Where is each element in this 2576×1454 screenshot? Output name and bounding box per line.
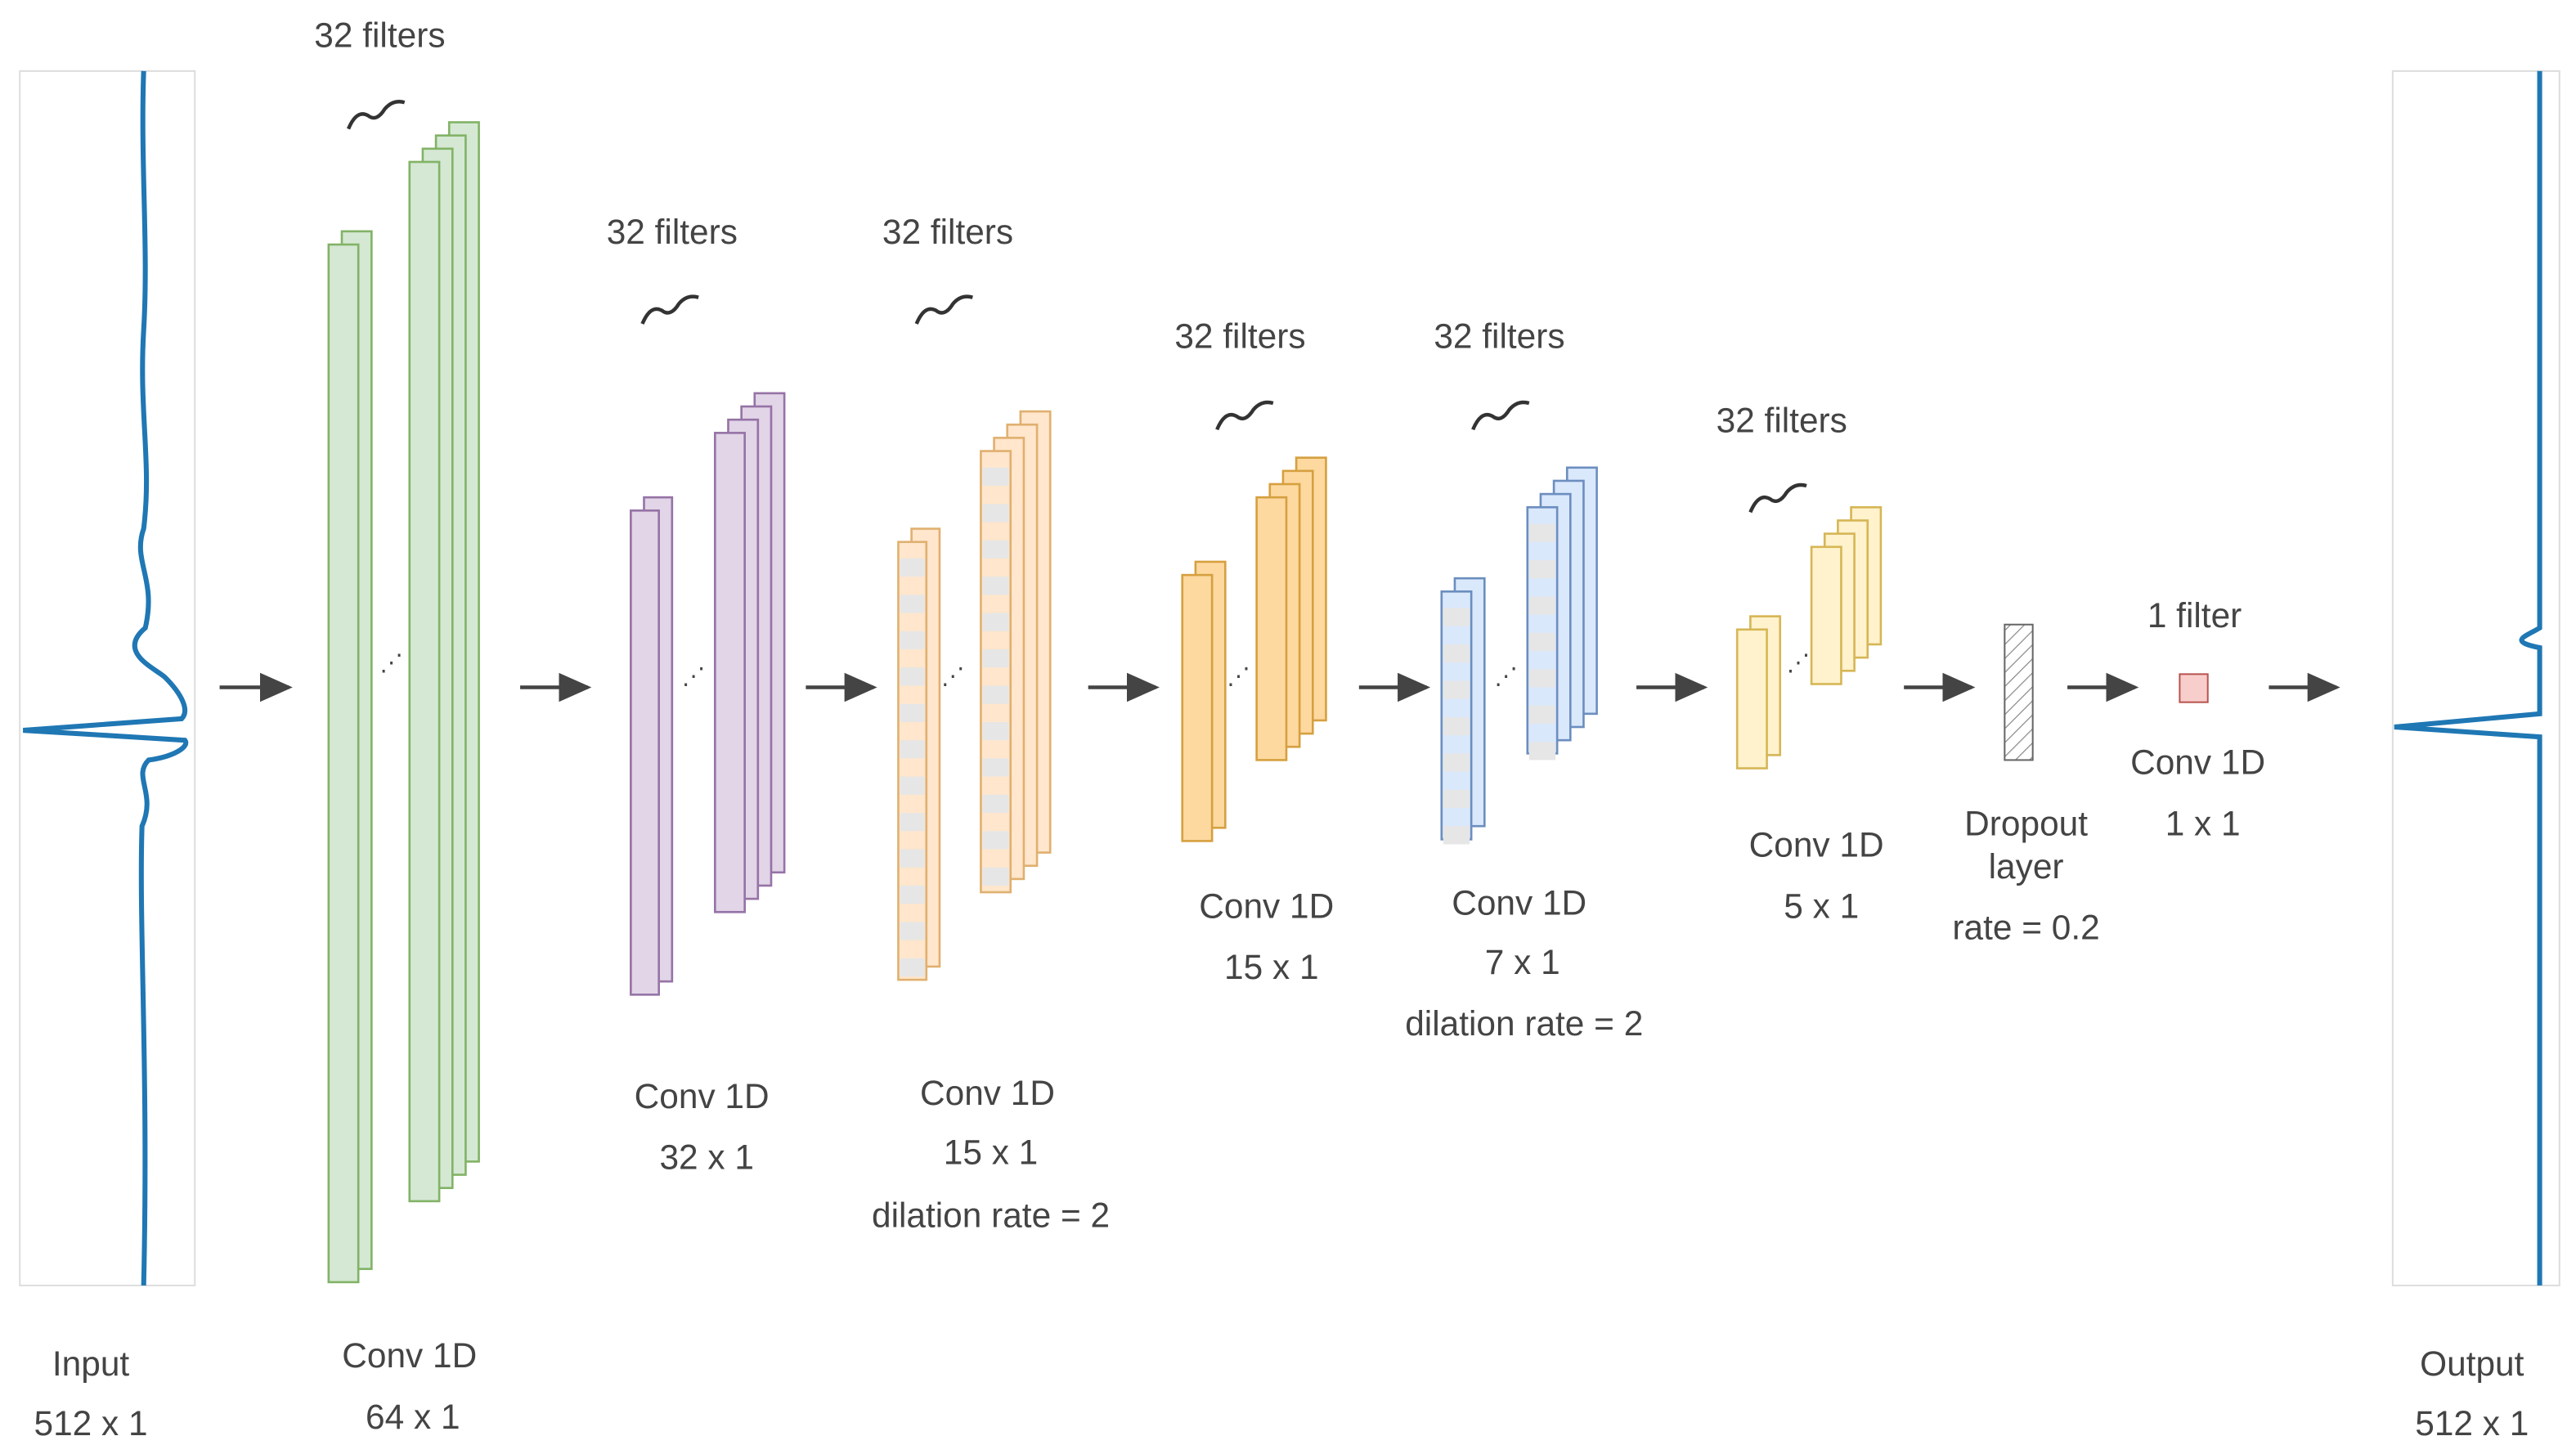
ellipsis: ⋰ (941, 662, 964, 689)
stripe (982, 540, 1009, 559)
feature-map (980, 450, 1012, 894)
brace (347, 100, 406, 130)
stripe (982, 613, 1009, 631)
brace (1215, 400, 1274, 431)
layer-name: Dropout (1964, 804, 2088, 842)
layer-size: 64 x 1 (366, 1398, 460, 1436)
stripe (1443, 789, 1470, 809)
brace (914, 294, 973, 325)
layer-size: 7 x 1 (1485, 943, 1560, 981)
stripe (1528, 705, 1556, 724)
output-size: 512 x 1 (2415, 1404, 2529, 1443)
stripe (982, 721, 1009, 741)
brace (640, 294, 699, 325)
layer-note: dilation rate = 2 (872, 1196, 1110, 1234)
layer-name: layer (1989, 847, 2064, 886)
output-label: Output (2420, 1344, 2524, 1383)
shapes: ⋰ ⋰ ⋰ ⋰ ⋰ ⋰ (19, 70, 2560, 1286)
filters-label: 32 filters (1717, 401, 1847, 439)
feature-map (1735, 628, 1768, 770)
brace (1471, 400, 1530, 431)
ellipsis: ⋰ (379, 649, 402, 675)
layer-name: Conv 1D (1749, 826, 1884, 864)
filters-label: 32 filters (882, 213, 1013, 251)
stripe (900, 776, 925, 795)
stripe (1443, 644, 1470, 663)
feature-map (1181, 573, 1214, 842)
filters-label: 32 filters (1434, 316, 1564, 355)
stripe (982, 794, 1009, 814)
stripe (982, 685, 1009, 704)
stripe (982, 758, 1009, 777)
stripe (1528, 742, 1556, 761)
ellipsis: ⋰ (1494, 662, 1517, 689)
stripe (1528, 559, 1556, 579)
ellipsis: ⋰ (1787, 649, 1810, 675)
input-label: Input (52, 1344, 130, 1383)
stripe (982, 467, 1009, 487)
input-size: 512 x 1 (34, 1404, 148, 1443)
layer-note: rate = 0.2 (1952, 909, 2099, 947)
layer-name: Conv 1D (1199, 886, 1334, 925)
stripe (900, 922, 925, 940)
output-frame (2391, 70, 2560, 1286)
layer-name: Conv 1D (342, 1336, 477, 1375)
conv-1x1 (2179, 673, 2209, 703)
filters-label: 1 filter (2147, 596, 2242, 635)
stripe (900, 558, 925, 577)
ellipsis: ⋰ (1227, 662, 1250, 689)
stripe (900, 958, 925, 977)
stripe (982, 831, 1009, 850)
filters-label: 32 filters (607, 213, 738, 251)
layer-size: 15 x 1 (1224, 948, 1318, 986)
stripe (900, 849, 925, 868)
stripe (1443, 716, 1470, 736)
stripe (900, 631, 925, 650)
stripe (982, 867, 1009, 886)
feature-map (327, 243, 360, 1284)
stripe (982, 504, 1009, 523)
stripe (1443, 680, 1470, 699)
stripe (900, 667, 925, 686)
feature-map (1810, 545, 1842, 685)
output-signal (2394, 70, 2542, 1286)
layer-name: Conv 1D (920, 1074, 1055, 1112)
filters-label: 32 filters (1174, 316, 1305, 355)
layer-name: Conv 1D (1452, 883, 1586, 922)
brace (1748, 482, 1807, 514)
ellipsis: ⋰ (682, 662, 705, 689)
feature-map (714, 432, 746, 913)
dropout (2004, 623, 2034, 761)
layer-size: 1 x 1 (2165, 804, 2241, 842)
stripe (982, 577, 1009, 595)
stripe (900, 885, 925, 904)
stripe (900, 595, 925, 613)
feature-map (1255, 496, 1288, 761)
stripe (900, 740, 925, 759)
layer-size: 32 x 1 (659, 1138, 753, 1177)
input-signal (23, 70, 189, 1286)
feature-map (408, 160, 441, 1203)
stripe (900, 703, 925, 722)
stripe (1528, 596, 1556, 615)
stripe (1443, 826, 1470, 845)
filters-label: 32 filters (314, 16, 445, 55)
stripe (1528, 669, 1556, 688)
feature-map (630, 509, 660, 996)
layer-size: 5 x 1 (1784, 886, 1859, 925)
stripe (900, 813, 925, 832)
input-frame (19, 70, 196, 1286)
stripe (982, 649, 1009, 668)
feature-map (897, 541, 928, 981)
stripe (1528, 632, 1556, 652)
layer-size: 15 x 1 (944, 1133, 1038, 1171)
layer-name: Conv 1D (635, 1077, 770, 1115)
stripe (1528, 523, 1556, 542)
layer-name: Conv 1D (2130, 743, 2265, 782)
stripe (1443, 753, 1470, 772)
stripe (1443, 608, 1470, 626)
layer-note: dilation rate = 2 (1405, 1004, 1643, 1043)
